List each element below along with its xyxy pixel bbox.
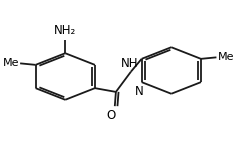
Text: NH₂: NH₂ bbox=[54, 24, 76, 37]
Text: O: O bbox=[107, 109, 116, 122]
Text: NH: NH bbox=[121, 57, 139, 70]
Text: Me: Me bbox=[218, 52, 234, 62]
Text: Me: Me bbox=[3, 58, 19, 68]
Text: N: N bbox=[135, 85, 144, 98]
